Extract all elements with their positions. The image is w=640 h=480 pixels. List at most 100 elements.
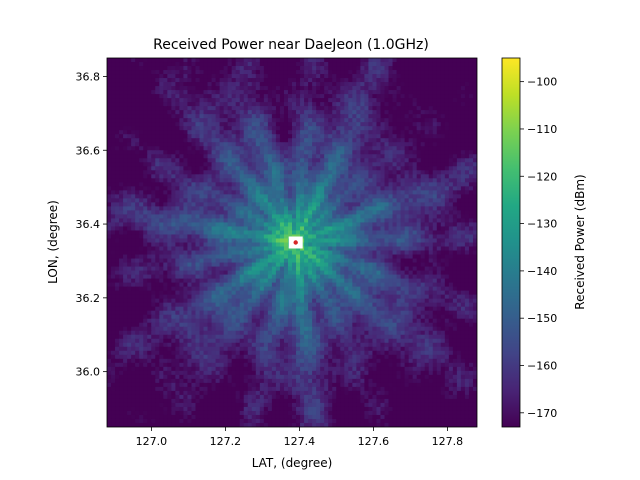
heatmap-cell [275,62,281,67]
heatmap-cell [368,246,374,252]
heatmap-cell [135,86,140,91]
heatmap-cell [456,258,462,264]
heatmap-cell [159,130,164,135]
heatmap-cell [259,206,265,212]
heatmap-cell [308,78,313,83]
heatmap-cell [283,158,289,163]
heatmap-cell [275,254,281,260]
heatmap-cell [131,150,136,155]
heatmap-cell [452,142,458,147]
heatmap-cell [384,190,390,195]
heatmap-cell [312,118,317,123]
heatmap-cell [364,210,370,216]
heatmap-cell [320,266,325,272]
heatmap-cell [287,270,293,276]
heatmap-cell [231,266,237,272]
heatmap-cell [428,142,434,147]
heatmap-cell [111,214,116,220]
heatmap-cell [279,74,285,79]
heatmap-cell [159,222,164,228]
heatmap-cell [207,122,213,127]
heatmap-cell [468,142,474,147]
heatmap-cell [360,178,365,183]
heatmap-cell [255,94,261,99]
heatmap-cell [111,110,116,115]
heatmap-cell [195,222,201,228]
heatmap-cell [340,74,345,79]
heatmap-cell [159,194,164,199]
heatmap-cell [424,218,430,224]
heatmap-cell [436,98,442,103]
heatmap-cell [271,270,277,276]
heatmap-cell [380,226,386,232]
heatmap-cell [239,202,245,207]
heatmap-cell [404,166,410,171]
heatmap-cell [287,110,293,115]
heatmap-cell [344,154,349,159]
heatmap-cell [428,122,434,127]
heatmap-cell [468,254,474,260]
heatmap-cell [207,266,213,272]
heatmap-cell [199,262,205,268]
heatmap-cell [344,266,349,272]
heatmap-cell [159,182,164,187]
heatmap-cell [287,70,293,75]
heatmap-cell [408,130,414,135]
heatmap-cell [231,142,237,147]
heatmap-cell [392,210,398,216]
heatmap-cell [179,214,185,220]
heatmap-cell [279,214,285,220]
heatmap-cell [360,190,365,195]
heatmap-cell [271,238,277,244]
heatmap-cell [139,94,144,99]
heatmap-cell [107,226,112,232]
heatmap-cell [195,270,201,276]
heatmap-cell [263,246,269,252]
heatmap-cell [420,254,426,260]
heatmap-cell [396,78,402,83]
heatmap-cell [251,146,257,151]
heatmap-cell [263,202,269,207]
heatmap-cell [332,118,337,123]
heatmap-cell [360,138,365,143]
heatmap-cell [179,194,185,199]
heatmap-cell [408,142,414,147]
heatmap-cell [440,226,446,232]
heatmap-cell [255,90,261,95]
heatmap-cell [448,194,454,199]
heatmap-cell [348,218,353,224]
heatmap-cell [279,114,285,119]
heatmap-cell [356,106,361,111]
heatmap-cell [123,186,128,191]
heatmap-cell [472,258,477,264]
heatmap-cell [384,154,390,159]
heatmap-cell [115,202,120,207]
heatmap-cell [231,218,237,224]
heatmap-cell [155,202,160,207]
heatmap-cell [139,202,144,207]
heatmap-cell [340,210,345,216]
heatmap-cell [287,262,293,268]
heatmap-cell [380,122,386,127]
heatmap-cell [400,78,406,83]
heatmap-cell [472,154,477,159]
heatmap-cell [223,142,229,147]
heatmap-cell [472,182,477,187]
heatmap-cell [127,246,132,252]
heatmap-cell [227,146,233,151]
heatmap-cell [247,58,253,63]
heatmap-cell [107,234,112,240]
heatmap-cell [207,150,213,155]
heatmap-cell [404,226,410,232]
heatmap-cell [304,202,309,207]
heatmap-cell [131,110,136,115]
heatmap-cell [460,78,466,83]
heatmap-cell [223,218,229,224]
heatmap-cell [344,122,349,127]
heatmap-cell [336,258,341,264]
heatmap-cell [255,246,261,252]
heatmap-cell [452,70,458,75]
heatmap-cell [300,206,305,212]
heatmap-cell [444,58,450,63]
heatmap-cell [287,114,293,119]
